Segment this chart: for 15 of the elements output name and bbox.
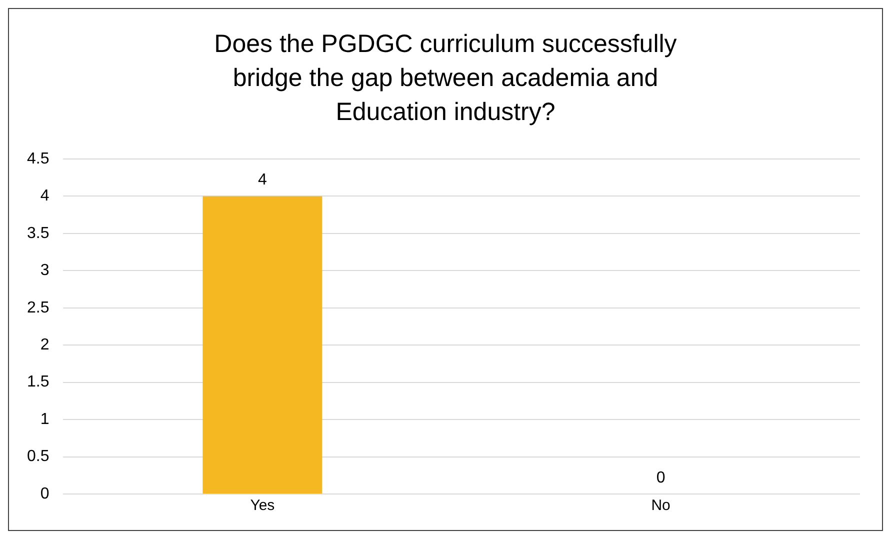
x-tick-label: No <box>651 497 670 514</box>
y-tick-label: 0 <box>40 485 50 502</box>
y-tick-label: 4.5 <box>26 150 50 168</box>
y-tick-label: 3.5 <box>26 224 50 242</box>
y-tick-label: 1 <box>40 410 50 428</box>
y-tick-label: 1.5 <box>26 374 50 391</box>
data-label: 4 <box>258 172 267 189</box>
y-tick-label: 3 <box>40 262 50 280</box>
y-tick-label: 2 <box>40 336 50 354</box>
data-label: 0 <box>656 469 666 486</box>
y-tick-label: 0.5 <box>26 448 50 466</box>
y-tick-label: 2.5 <box>26 299 50 316</box>
chart-title: Does the PGDGC curriculum successfully bridge the gap between academia and Education industry? <box>213 29 678 128</box>
x-tick-label: Yes <box>250 497 275 514</box>
y-tick-label: 4 <box>40 188 50 205</box>
